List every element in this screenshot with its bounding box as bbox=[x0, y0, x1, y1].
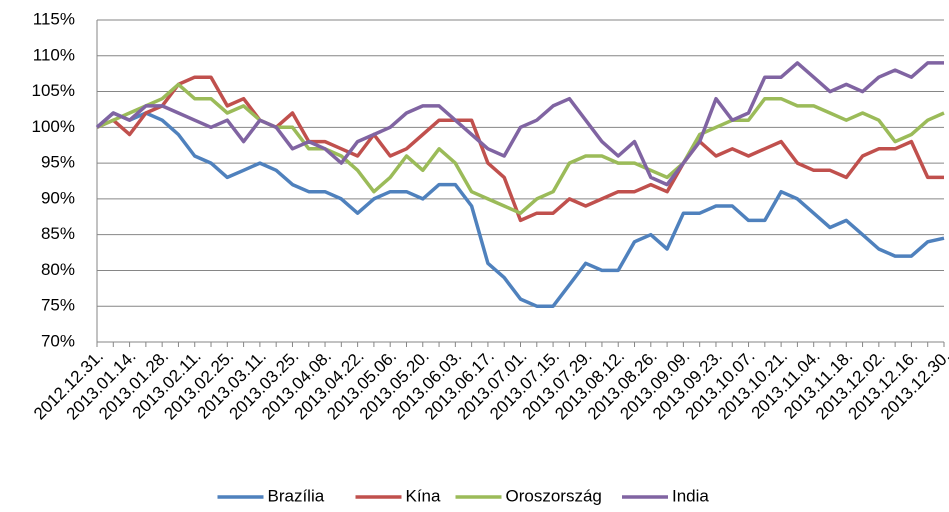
series-line bbox=[96, 75, 944, 223]
y-tick-label: 95% bbox=[41, 153, 75, 172]
series-line bbox=[95, 61, 944, 187]
legend-label: Oroszország bbox=[506, 486, 602, 505]
y-tick-label: 100% bbox=[32, 117, 75, 136]
y-tick-label: 110% bbox=[33, 45, 75, 64]
y-tick-label: 90% bbox=[41, 188, 75, 207]
series-line bbox=[96, 82, 945, 215]
legend-label: Brazília bbox=[268, 486, 325, 505]
series-line bbox=[95, 111, 945, 308]
legend-label: Kína bbox=[406, 486, 442, 505]
y-tick-label: 115% bbox=[33, 9, 75, 28]
y-tick-label: 80% bbox=[41, 260, 75, 279]
y-tick-label: 85% bbox=[41, 224, 75, 243]
y-tick-label: 105% bbox=[32, 81, 75, 100]
y-tick-label: 75% bbox=[41, 296, 75, 315]
legend-label: India bbox=[672, 486, 709, 505]
y-tick-label: 70% bbox=[41, 331, 75, 350]
